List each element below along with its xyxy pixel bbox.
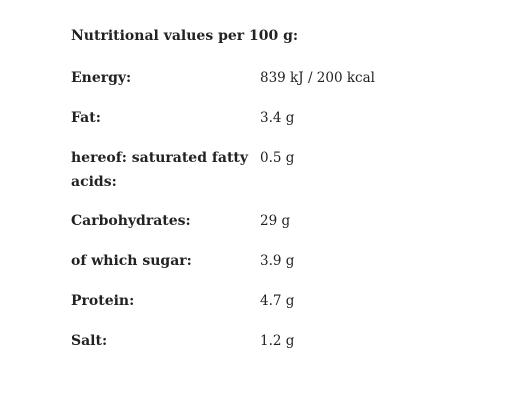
nutrient-label: Carbohydrates: xyxy=(71,213,191,229)
nutrient-value: 1.2 g xyxy=(260,333,295,349)
table-title: Nutritional values per 100 g: xyxy=(71,28,299,44)
nutrient-label: Energy: xyxy=(71,70,132,86)
nutrient-label: Fat: xyxy=(71,110,101,126)
nutrient-value: 29 g xyxy=(260,213,291,229)
nutrient-value: 0.5 g xyxy=(260,150,295,166)
nutrient-label: Protein: xyxy=(71,293,135,309)
nutrient-label: hereof: saturated fatty acids: xyxy=(71,150,249,190)
nutrient-label: of which sugar: xyxy=(71,253,192,269)
nutrient-label: Salt: xyxy=(71,333,108,349)
nutrient-value: 4.7 g xyxy=(260,293,295,309)
nutrient-value: 3.4 g xyxy=(260,110,295,126)
nutrient-value: 839 kJ / 200 kcal xyxy=(260,70,375,86)
nutrient-value: 3.9 g xyxy=(260,253,295,269)
